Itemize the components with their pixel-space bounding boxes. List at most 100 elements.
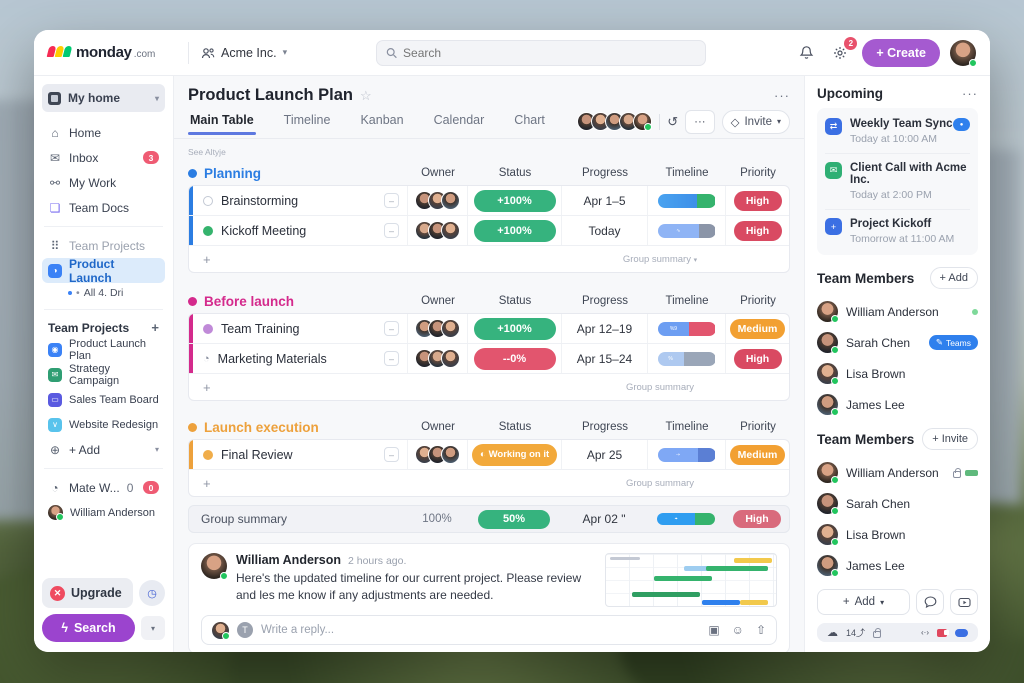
status-badge[interactable]: +100% [473, 317, 556, 340]
group-title[interactable]: Launch execution [188, 420, 408, 435]
sidebar-search-button[interactable]: ϟ Search [42, 614, 135, 642]
owner-avatars[interactable] [415, 445, 460, 464]
battery-icon[interactable] [955, 628, 968, 637]
sidebar-subitem-all[interactable]: • All 4. Dri [42, 283, 165, 303]
collapse-item-icon[interactable]: – [384, 321, 399, 336]
progress-value[interactable]: Apr 1–5 [583, 193, 626, 208]
workspace-switcher[interactable]: Acme Inc. ▾ [201, 46, 287, 60]
status-badge[interactable]: ◐ Working on it [471, 443, 558, 466]
sidebar-search-caret[interactable]: ▾ [141, 616, 165, 640]
sidebar-item-inbox[interactable]: ✉ Inbox 3 [42, 145, 165, 170]
progress-value[interactable]: Today [588, 223, 621, 238]
upgrade-button[interactable]: ✕ Upgrade [42, 578, 133, 608]
sidebar-user[interactable]: William Anderson [42, 500, 165, 525]
search-input[interactable] [403, 45, 696, 60]
send-icon[interactable]: ⇧ [755, 623, 766, 637]
member-row[interactable]: Lisa Brown [817, 519, 978, 550]
emoji-icon[interactable]: ☺ [731, 623, 744, 637]
create-button[interactable]: + Create [862, 38, 940, 67]
panel-add-button[interactable]: + Add ▾ [817, 589, 910, 615]
column-status[interactable]: Status [498, 295, 532, 307]
more-options-button[interactable]: ··· [685, 109, 715, 134]
timer-button[interactable]: ◷ [139, 580, 165, 606]
undo-button[interactable]: ↺ [667, 113, 679, 129]
event-item[interactable]: ⇄ Weekly Team Sync Today at 10:00 AM ● [825, 110, 970, 154]
event-item[interactable]: ✉ Client Call with Acme Inc. Today at 2:… [825, 154, 970, 210]
favorite-star-icon[interactable]: ☆ [360, 87, 372, 103]
item-status-circle[interactable] [203, 195, 213, 206]
flag-icon[interactable] [937, 628, 949, 637]
column-owner[interactable]: Owner [421, 421, 455, 433]
owner-avatars[interactable] [415, 221, 460, 240]
reply-input[interactable]: T Write a reply... ▣ ☺ ⇧ [201, 615, 777, 645]
column-progress[interactable]: Progress [581, 167, 629, 179]
column-progress[interactable]: Progress [581, 421, 629, 433]
timeline-bar[interactable]: % [657, 351, 716, 366]
sidebar-project-product-launch-plan[interactable]: ◉ Product Launch Plan [42, 337, 165, 362]
tab-chart[interactable]: Chart [514, 112, 545, 127]
item-name[interactable]: Final Review [221, 447, 293, 462]
table-row[interactable]: Brainstorming – +100% Apr 1–5 High [189, 186, 789, 216]
column-timeline[interactable]: Timeline [665, 167, 709, 179]
group-summary-toggle[interactable]: Group summary ▾ [622, 253, 698, 265]
monday-logo[interactable]: monday .com [46, 44, 176, 61]
collapse-item-icon[interactable]: – [384, 447, 399, 462]
invite-button[interactable]: ◇ Invite ▾ [721, 109, 790, 134]
cloud-icon[interactable]: ☁ [827, 627, 838, 639]
table-row[interactable]: Kickoff Meeting – +100% Today ∿ High [189, 216, 789, 246]
item-status-circle[interactable] [203, 225, 213, 236]
notifications-button[interactable] [794, 41, 818, 65]
progress-value[interactable]: Apr 25 [586, 447, 623, 462]
sidebar-item-home[interactable]: ⌂ Home [42, 120, 165, 145]
group-collapse-icon[interactable] [188, 168, 197, 178]
update-author[interactable]: William Anderson [236, 553, 341, 567]
priority-badge[interactable]: High [733, 190, 782, 211]
group-title[interactable]: Before launch [188, 294, 408, 309]
video-button[interactable] [950, 589, 978, 615]
item-name[interactable]: Marketing Materials [217, 351, 327, 366]
column-owner[interactable]: Owner [421, 167, 455, 179]
item-status-circle[interactable] [203, 323, 213, 334]
settings-button[interactable]: 2 [828, 36, 858, 65]
column-timeline[interactable]: Timeline [665, 295, 709, 307]
table-row[interactable]: ◔ Marketing Materials – --0% Apr 15–24 % H… [189, 344, 789, 374]
event-item[interactable]: + Project Kickoff Tomorrow at 11:00 AM [825, 210, 970, 253]
member-row[interactable]: James Lee [817, 389, 978, 420]
item-status-circle[interactable] [203, 449, 213, 460]
chat-button[interactable] [916, 589, 944, 615]
board-menu-button[interactable]: ··· [774, 88, 790, 103]
member-row[interactable]: Lisa Brown [817, 358, 978, 389]
sidebar-item-my-home[interactable]: My home ▾ [42, 84, 165, 112]
column-priority[interactable]: Priority [740, 421, 776, 433]
item-name[interactable]: Kickoff Meeting [221, 223, 307, 238]
status-badge[interactable]: +100% [473, 219, 556, 242]
progress-value[interactable]: Apr 12–19 [576, 321, 633, 336]
member-row[interactable]: William Anderson [817, 296, 978, 327]
sidebar-item-product-launch[interactable]: ◑ Product Launch [42, 257, 165, 285]
table-row[interactable]: Final Review – ◐ Working on it Apr 25 ⇢ Me… [189, 440, 789, 470]
add-member-button[interactable]: + Add [929, 267, 978, 289]
tab-main-table[interactable]: Main Table [188, 113, 256, 135]
collapse-item-icon[interactable]: – [384, 351, 399, 366]
group-collapse-icon[interactable] [188, 422, 197, 432]
timeline-bar[interactable]: ⇢ [657, 447, 716, 462]
upcoming-menu-button[interactable]: ··· [962, 86, 978, 101]
group-collapse-icon[interactable] [188, 296, 197, 306]
global-search[interactable] [375, 39, 706, 66]
owner-avatars[interactable] [415, 349, 460, 368]
item-name[interactable]: Brainstorming [221, 193, 299, 208]
image-attach-icon[interactable]: ▣ [708, 623, 720, 637]
code-icon[interactable]: ‹·› [921, 628, 929, 637]
column-priority[interactable]: Priority [740, 295, 776, 307]
add-item-button[interactable]: + [203, 379, 211, 395]
user-avatar[interactable] [950, 39, 977, 67]
sidebar-project-strategy-campaign[interactable]: ✉ Strategy Campaign [42, 362, 165, 387]
status-badge[interactable]: --0% [473, 347, 556, 370]
add-item-button[interactable]: + [203, 475, 211, 491]
group-title[interactable]: Planning [188, 166, 408, 181]
status-badge[interactable]: +100% [473, 189, 556, 212]
item-clock-icon[interactable]: ◔ [203, 352, 210, 365]
sidebar-item-team-docs[interactable]: ❏ Team Docs [42, 195, 165, 220]
sidebar-project-website-redesign[interactable]: ∨ Website Redesign [42, 412, 165, 437]
sidebar-add-button[interactable]: ⊕ + Add ▾ [42, 437, 165, 462]
